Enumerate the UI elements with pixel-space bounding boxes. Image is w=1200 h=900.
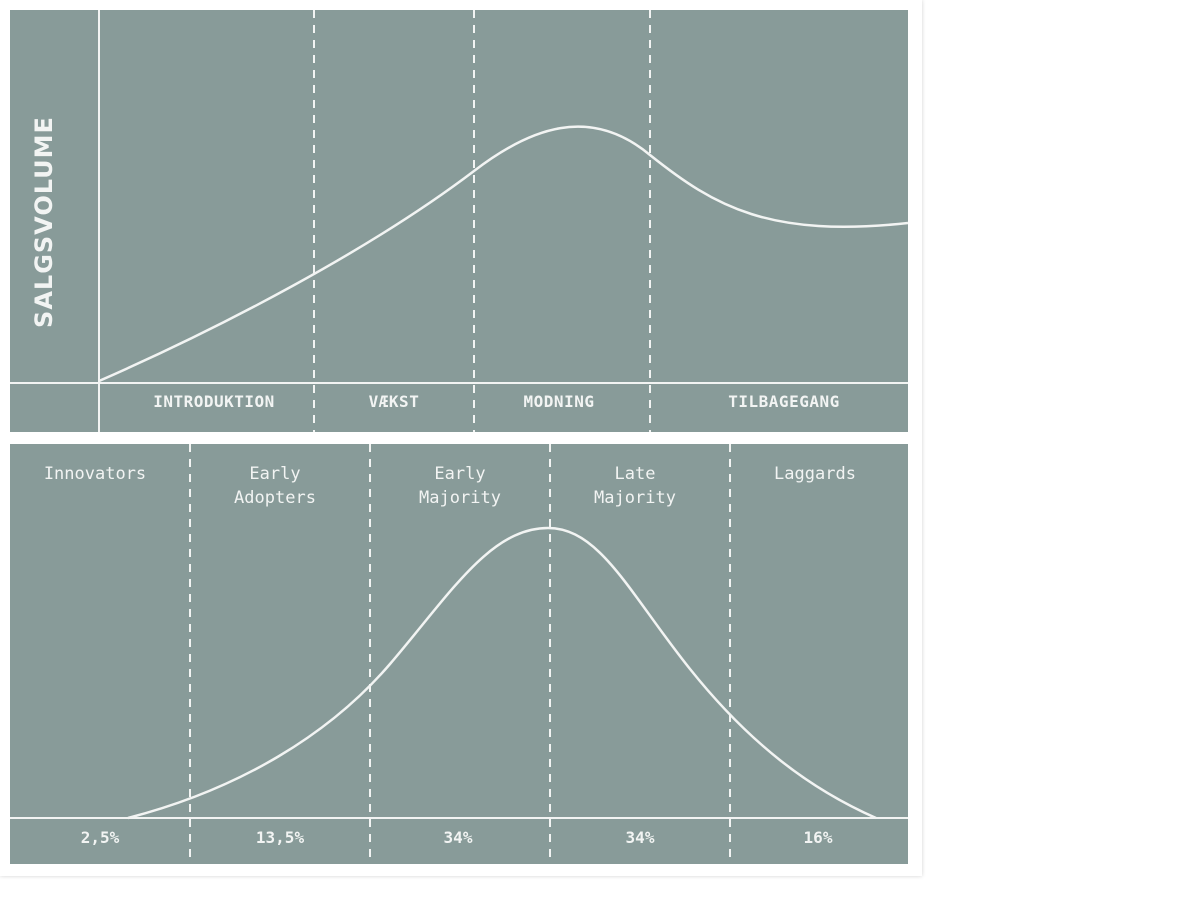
segment-early-majority: Early Majority xyxy=(419,464,501,508)
segment-innovators: Innovators xyxy=(43,464,147,484)
sales-volume-curve xyxy=(98,125,908,383)
share-laggards: 16% xyxy=(803,828,833,847)
stage-introduktion: INTRODUKTION xyxy=(153,392,275,411)
y-axis-label: SALGSVOLUME xyxy=(30,116,58,328)
segment-laggards: Laggards xyxy=(774,464,856,484)
adoption-bell-curve xyxy=(127,526,877,820)
share-innovators: 2,5% xyxy=(80,828,120,847)
stage-modning: MODNING xyxy=(523,392,595,411)
segment-late-majority: Late Majority xyxy=(594,464,676,508)
lifecycle-graphic xyxy=(10,10,908,432)
adoption-curve-panel xyxy=(10,444,908,864)
share-late-majority: 34% xyxy=(625,828,655,847)
adoption-graphic xyxy=(10,444,908,864)
share-early-majority: 34% xyxy=(443,828,473,847)
share-early-adopters: 13,5% xyxy=(255,828,305,847)
segment-early-adopters: Early Adopters xyxy=(234,464,316,508)
product-lifecycle-panel xyxy=(10,10,908,432)
stage-vaekst: VÆKST xyxy=(368,392,420,411)
stage-tilbagegang: TILBAGEGANG xyxy=(728,392,840,411)
